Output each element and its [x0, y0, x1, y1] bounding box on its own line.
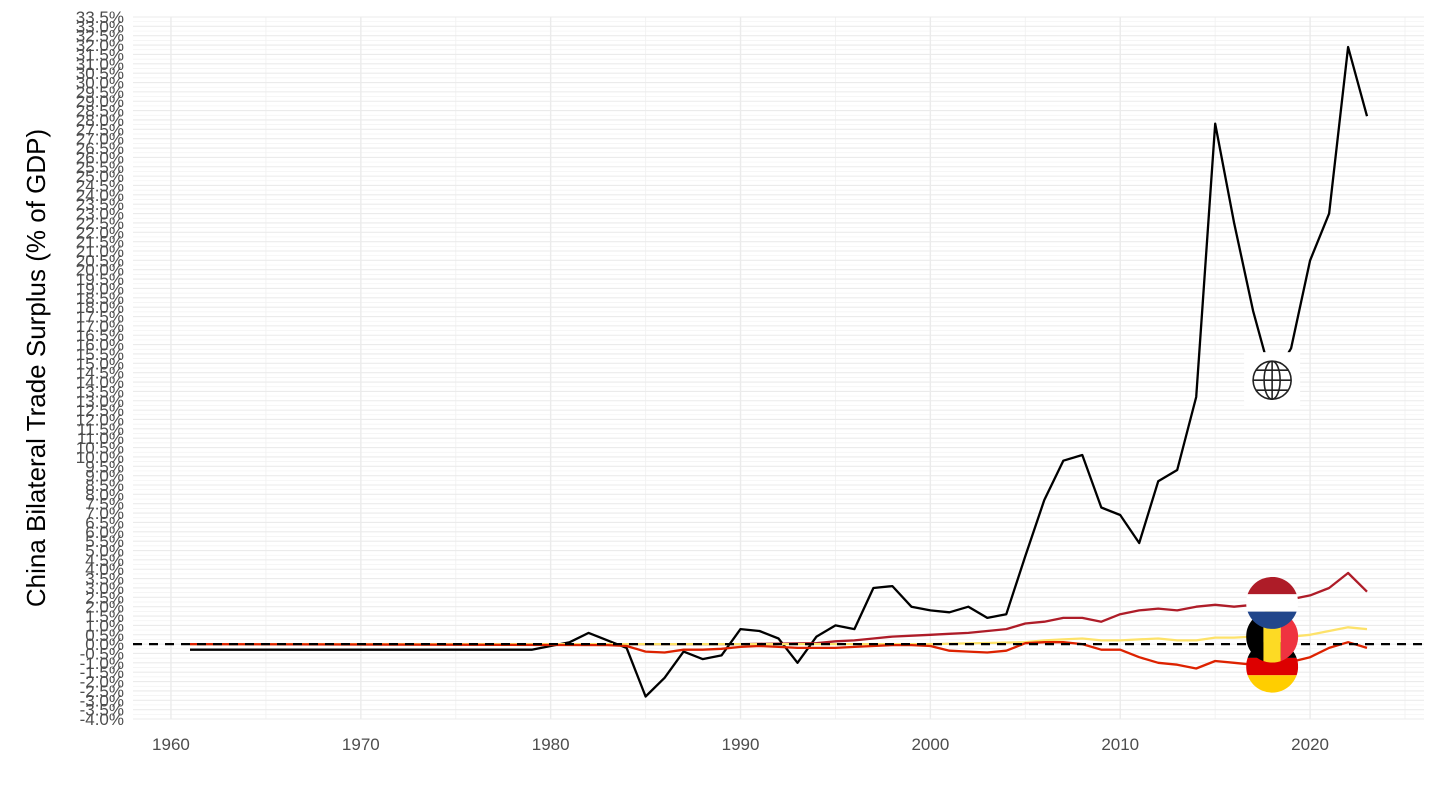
y-tick-label: -1.5%	[80, 663, 124, 682]
y-tick-label: 27.5%	[76, 120, 124, 139]
y-tick-label: 25.5%	[76, 158, 124, 177]
series-line-4	[189, 641, 1368, 670]
y-tick-label: 2.5%	[85, 588, 124, 607]
y-tick-label: 6.5%	[85, 513, 124, 532]
y-tick-label: 7.5%	[85, 495, 124, 514]
y-tick-label: 28.0%	[76, 111, 124, 130]
y-tick-label: 1.0%	[85, 616, 124, 635]
y-tick-label: -0.5%	[80, 644, 124, 663]
y-tick-label: 13.5%	[76, 382, 124, 401]
y-tick-label: 26.5%	[76, 139, 124, 158]
y-tick-label: 20.5%	[76, 251, 124, 270]
y-tick-label: 12.5%	[76, 401, 124, 420]
y-tick-label: 5.0%	[85, 542, 124, 561]
y-tick-label: 2.0%	[85, 598, 124, 617]
y-tick-label: 17.0%	[76, 317, 124, 336]
series-end-markers	[1244, 352, 1301, 693]
y-tick-label: 33.5%	[76, 8, 124, 27]
series-line-2	[190, 571, 1368, 646]
y-tick-label: 16.5%	[76, 326, 124, 345]
y-tick-label: 16.0%	[76, 336, 124, 355]
y-tick-label: 0.0%	[85, 635, 124, 654]
y-tick-label: 17.5%	[76, 308, 124, 327]
y-tick-label: 15.5%	[76, 345, 124, 364]
y-axis-label: China Bilateral Trade Surplus (% of GDP)	[21, 129, 51, 607]
y-tick-label: 25.0%	[76, 167, 124, 186]
y-tick-label: 12.0%	[76, 410, 124, 429]
y-tick-label: 18.5%	[76, 289, 124, 308]
y-tick-label: 23.0%	[76, 205, 124, 224]
y-tick-label: 19.0%	[76, 279, 124, 298]
y-tick-label: 24.5%	[76, 176, 124, 195]
y-tick-label: -3.0%	[80, 691, 124, 710]
y-tick-label: 14.5%	[76, 364, 124, 383]
y-axis-tick-labels: -4.0%-3.5%-3.0%-2.5%-2.0%-1.5%-1.0%-0.5%…	[76, 8, 124, 729]
series-line-1	[190, 45, 1369, 698]
y-tick-label: -4.0%	[80, 710, 124, 729]
y-tick-label: 10.0%	[76, 448, 124, 467]
y-tick-label: 21.5%	[76, 233, 124, 252]
y-tick-label: 8.0%	[85, 485, 124, 504]
y-tick-label: -3.5%	[80, 701, 124, 720]
y-tick-label: 28.5%	[76, 102, 124, 121]
x-tick-label: 1990	[722, 735, 760, 754]
y-tick-label: 19.5%	[76, 270, 124, 289]
x-tick-label: 2020	[1291, 735, 1329, 754]
netherlands-flag-icon	[1246, 576, 1299, 629]
x-tick-label: 1970	[342, 735, 380, 754]
y-tick-label: 29.0%	[76, 92, 124, 111]
y-tick-label: 18.0%	[76, 298, 124, 317]
y-tick-label: 7.0%	[85, 504, 124, 523]
y-tick-label: 11.5%	[77, 420, 124, 439]
y-tick-label: 30.0%	[76, 74, 124, 93]
y-tick-label: 31.5%	[76, 45, 124, 64]
y-tick-label: 22.0%	[76, 223, 124, 242]
y-tick-label: 4.5%	[85, 551, 124, 570]
y-tick-label: 0.5%	[85, 626, 124, 645]
y-tick-label: 27.0%	[76, 130, 124, 149]
globe-icon	[1244, 352, 1301, 409]
x-tick-label: 1980	[532, 735, 570, 754]
x-tick-label: 2010	[1101, 735, 1139, 754]
y-tick-label: 32.5%	[76, 27, 124, 46]
y-tick-label: 20.0%	[76, 261, 124, 280]
y-tick-label: 9.0%	[85, 467, 124, 486]
y-tick-label: 5.5%	[85, 532, 124, 551]
y-tick-label: 13.0%	[76, 392, 124, 411]
y-tick-label: 9.5%	[85, 457, 124, 476]
y-tick-label: 23.5%	[76, 195, 124, 214]
y-tick-label: 8.5%	[85, 476, 124, 495]
series-lines	[189, 45, 1369, 698]
y-tick-label: -1.0%	[80, 654, 124, 673]
y-tick-label: 31.0%	[76, 55, 124, 74]
y-tick-label: 10.5%	[76, 439, 124, 458]
y-tick-label: 22.5%	[76, 214, 124, 233]
minor-gridlines	[133, 17, 1424, 719]
y-tick-label: 4.0%	[85, 560, 124, 579]
y-tick-label: 14.0%	[76, 373, 124, 392]
y-tick-label: 21.0%	[76, 242, 124, 261]
y-tick-label: 32.0%	[76, 36, 124, 55]
y-tick-label: 15.0%	[76, 354, 124, 373]
y-tick-label: 6.0%	[85, 523, 124, 542]
y-tick-label: 33.0%	[76, 17, 124, 36]
x-tick-label: 1960	[152, 735, 190, 754]
x-axis-tick-labels: 1960 1970 1980 1990 2000 2010 2020	[152, 735, 1329, 754]
y-tick-label: 11.0%	[77, 429, 124, 448]
y-tick-label: 30.5%	[76, 64, 124, 83]
y-tick-label: 26.0%	[76, 148, 124, 167]
y-tick-label: 29.5%	[76, 83, 124, 102]
y-tick-label: 3.5%	[85, 570, 124, 589]
y-tick-label: 1.5%	[85, 607, 124, 626]
y-tick-label: 3.0%	[85, 579, 124, 598]
y-tick-label: -2.5%	[80, 682, 124, 701]
y-tick-label: 24.0%	[76, 186, 124, 205]
series-line-3	[190, 626, 1368, 646]
y-tick-label: -2.0%	[80, 673, 124, 692]
x-tick-label: 2000	[911, 735, 949, 754]
